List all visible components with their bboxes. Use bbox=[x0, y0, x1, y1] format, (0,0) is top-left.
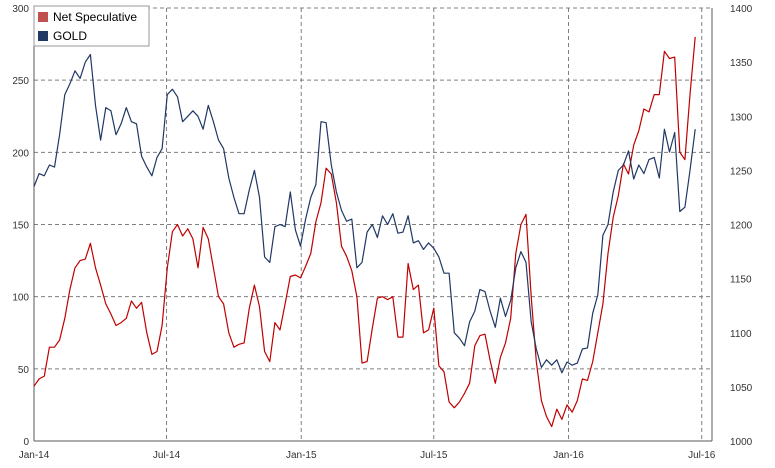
y-right-tick-label: 1050 bbox=[730, 383, 753, 394]
series-line-gold bbox=[33, 53, 696, 374]
x-tick-label: Jul-14 bbox=[153, 450, 181, 461]
legend-label-net-speculative: Net Speculative bbox=[53, 10, 137, 24]
y-left-tick-label: 50 bbox=[18, 365, 30, 376]
x-tick-label: Jul-16 bbox=[688, 450, 716, 461]
x-tick-label: Jul-15 bbox=[420, 450, 448, 461]
axes: 0 50 100 150 200 250 300 1000 1050 1100 1150 1200 12… bbox=[12, 4, 752, 461]
y-left-tick-label: 300 bbox=[12, 4, 29, 15]
y-right-tick-label: 1350 bbox=[730, 58, 753, 69]
y-left-tick-label: 200 bbox=[12, 148, 29, 159]
y-left-tick-label: 150 bbox=[12, 221, 29, 232]
x-tick-label: Jan-15 bbox=[286, 450, 317, 461]
y-right-tick-label: 1200 bbox=[730, 221, 753, 232]
series-lines bbox=[33, 36, 696, 428]
grid bbox=[34, 7, 712, 441]
y-right-tick-label: 1400 bbox=[730, 4, 753, 15]
legend-label-gold: GOLD bbox=[53, 29, 87, 43]
legend-box bbox=[33, 5, 150, 47]
legend: Net Speculative GOLD bbox=[33, 5, 150, 47]
legend-swatch-gold bbox=[38, 31, 48, 41]
y-left-tick-label: 100 bbox=[12, 293, 29, 304]
legend-swatch-net-speculative bbox=[38, 12, 48, 22]
y-right-tick-label: 1250 bbox=[730, 166, 753, 177]
y-right-tick-label: 1300 bbox=[730, 112, 753, 123]
y-left-tick-label: 0 bbox=[23, 437, 29, 448]
series-line-net-speculative bbox=[33, 36, 696, 428]
y-left-tick-label: 250 bbox=[12, 76, 29, 87]
y-right-tick-label: 1100 bbox=[730, 329, 752, 340]
x-tick-label: Jan-16 bbox=[553, 450, 584, 461]
x-tick-label: Jan-14 bbox=[19, 450, 50, 461]
y-right-tick-label: 1150 bbox=[730, 275, 752, 286]
y-right-tick-label: 1000 bbox=[730, 437, 753, 448]
